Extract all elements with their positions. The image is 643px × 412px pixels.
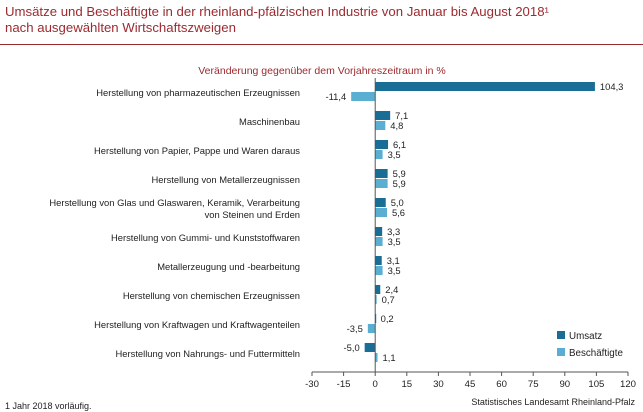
category-label: Maschinenbau: [239, 116, 300, 127]
bar-umsatz: [364, 343, 376, 352]
legend-label: Beschäftigte: [569, 348, 623, 359]
chart-title: Umsätze und Beschäftigte in der rheinlan…: [5, 4, 635, 36]
category-label: Herstellung von chemischen Erzeugnissen: [123, 290, 300, 301]
legend-label: Umsatz: [569, 331, 602, 342]
title-line-1: Umsätze und Beschäftigte in der rheinlan…: [5, 4, 549, 19]
x-tick-label: 0: [373, 379, 378, 390]
data-label: -11,4: [326, 91, 347, 102]
legend-swatch-beschaeftigte: [557, 348, 565, 356]
bar-umsatz: [375, 169, 388, 178]
data-label: -3,5: [347, 323, 363, 334]
data-label: 2,4: [385, 284, 398, 295]
x-tick-label: 120: [620, 379, 636, 390]
data-label: 7,1: [395, 110, 408, 121]
bar-beschaeftigte: [375, 150, 383, 159]
data-label: 1,1: [383, 352, 396, 363]
x-tick-label: 30: [433, 379, 444, 390]
category-label: Herstellung von Papier, Pappe und Waren …: [94, 145, 300, 156]
category-label: Herstellung von Gummi- und Kunststoffwar…: [111, 232, 300, 243]
bar-beschaeftigte: [351, 92, 376, 101]
category-label: Herstellung von Glas und Glaswaren, Kera…: [49, 197, 300, 208]
title-divider: [0, 44, 643, 45]
x-tick-label: 45: [465, 379, 476, 390]
data-label: 104,3: [600, 81, 623, 92]
category-label: von Steinen und Erden: [205, 209, 300, 220]
bar-umsatz: [375, 198, 386, 207]
category-label: Herstellung von Metallerzeugnissen: [151, 174, 300, 185]
bar-beschaeftigte: [375, 295, 377, 304]
bar-umsatz: [375, 227, 383, 236]
x-tick-label: 60: [496, 379, 507, 390]
data-label: -5,0: [344, 342, 360, 353]
data-label: 6,1: [393, 139, 406, 150]
x-tick-label: 75: [528, 379, 539, 390]
category-label: Herstellung von Nahrungs- und Futtermitt…: [116, 348, 300, 359]
data-label: 5,9: [393, 168, 406, 179]
bar-umsatz: [375, 285, 381, 294]
x-tick-label: 105: [588, 379, 604, 390]
legend-swatch-umsatz: [557, 331, 565, 339]
bar-beschaeftigte: [375, 208, 387, 217]
x-tick-label: -30: [305, 379, 319, 390]
data-label: 4,8: [390, 120, 403, 131]
data-label: 3,1: [387, 255, 400, 266]
data-label: 3,3: [387, 226, 400, 237]
bar-beschaeftigte: [375, 237, 383, 246]
data-label: 3,5: [388, 149, 401, 160]
data-label: 5,9: [393, 178, 406, 189]
chart-subtitle: Veränderung gegenüber dem Vorjahreszeitr…: [198, 65, 446, 77]
category-label: Metallerzeugung und -bearbeitung: [157, 261, 300, 272]
bar-umsatz: [375, 82, 595, 91]
footnote: 1 Jahr 2018 vorläufig.: [5, 401, 92, 411]
data-label: 0,7: [382, 294, 395, 305]
bar-umsatz: [375, 140, 389, 149]
x-tick-label: -15: [337, 379, 351, 390]
data-label: 3,5: [388, 265, 401, 276]
bar-beschaeftigte: [375, 353, 378, 362]
data-label: 3,5: [388, 236, 401, 247]
bar-beschaeftigte: [375, 121, 386, 130]
data-label: 5,6: [392, 207, 405, 218]
source-note: Statistisches Landesamt Rheinland-Pfalz: [471, 397, 635, 407]
bar-umsatz: [375, 256, 382, 265]
bar-beschaeftigte: [375, 266, 383, 275]
data-label: 5,0: [391, 197, 404, 208]
title-line-2: nach ausgewählten Wirtschaftszweigen: [5, 20, 236, 35]
bar-beschaeftigte: [375, 179, 388, 188]
category-label: Herstellung von pharmazeutischen Erzeugn…: [96, 87, 300, 98]
x-tick-label: 90: [559, 379, 570, 390]
bar-beschaeftigte: [367, 324, 376, 333]
x-tick-label: 15: [401, 379, 412, 390]
bar-umsatz: [375, 111, 391, 120]
data-label: 0,2: [381, 313, 394, 324]
category-label: Herstellung von Kraftwagen und Kraftwage…: [94, 319, 300, 330]
